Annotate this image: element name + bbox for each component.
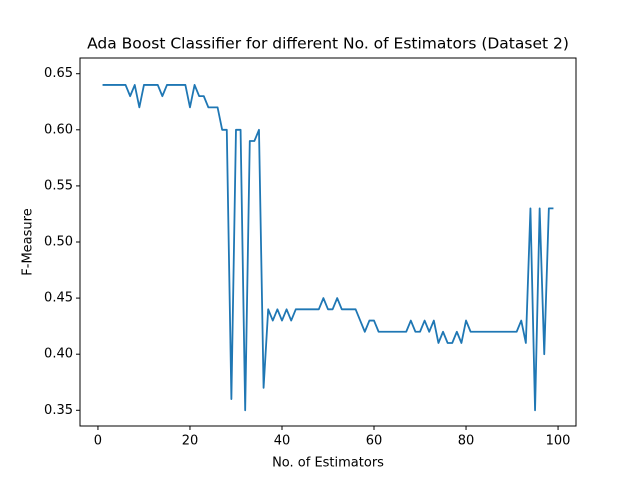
x-axis-label: No. of Estimators [272, 456, 384, 471]
y-tick-label: 0.45 [44, 291, 73, 306]
data-line [102, 84, 554, 412]
x-tick-label: 0 [94, 434, 102, 449]
axes-frame [79, 57, 577, 427]
y-tick-label: 0.40 [44, 347, 73, 362]
y-tick-label: 0.35 [44, 403, 73, 418]
x-tick-label: 100 [546, 434, 571, 449]
chart-title: Ada Boost Classifier for different No. o… [87, 35, 569, 53]
y-tick-label: 0.50 [44, 235, 73, 250]
y-axis-label: F-Measure [21, 208, 36, 275]
x-tick-label: 80 [458, 434, 475, 449]
x-tick-label: 20 [182, 434, 199, 449]
x-tick-label: 60 [366, 434, 383, 449]
y-tick-label: 0.60 [44, 122, 73, 137]
y-tick-label: 0.55 [44, 178, 73, 193]
x-tick-label: 40 [274, 434, 291, 449]
y-tick-label: 0.65 [44, 66, 73, 81]
